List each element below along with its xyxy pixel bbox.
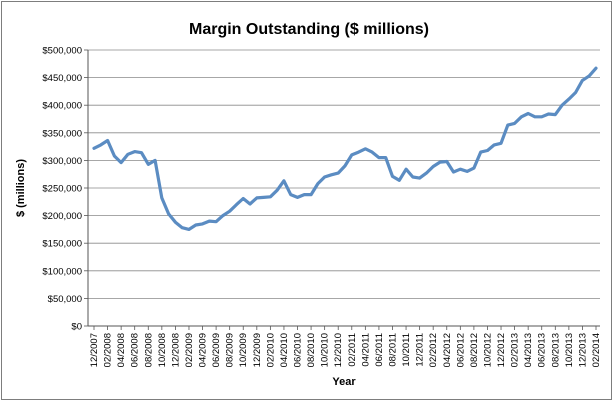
x-tick-label: 06/2009 <box>211 333 222 367</box>
x-tick-label: 10/2012 <box>482 333 493 367</box>
y-tick-label: $500,000 <box>42 46 82 57</box>
y-axis-label: $ (millions) <box>15 159 27 217</box>
x-tick-label: 12/2011 <box>415 333 426 367</box>
x-tick-label: 04/2009 <box>198 333 209 367</box>
y-tick-label: $350,000 <box>42 128 82 139</box>
x-tick-label: 04/2008 <box>116 333 127 367</box>
x-tick-label: 10/2009 <box>238 333 249 367</box>
y-tick-label: $200,000 <box>42 211 82 222</box>
x-tick-label: 12/2012 <box>496 333 507 367</box>
x-tick-label: 08/2011 <box>387 333 398 367</box>
x-tick-label: 12/2013 <box>577 333 588 367</box>
series-line <box>92 66 598 231</box>
y-axis-ticks: $0 $50,000 $100,000 $150,000 $200,000 $250,00… <box>42 46 88 333</box>
x-tick-label: 02/2010 <box>265 333 276 367</box>
x-tick-label: 02/2011 <box>347 333 358 367</box>
x-tick-label: 04/2012 <box>442 333 453 367</box>
x-tick-label: 02/2014 <box>591 333 602 367</box>
y-tick-label: $250,000 <box>42 184 82 195</box>
x-axis-ticks: 12/2007 02/2008 04/2008 06/2008 08/2008 10/20… <box>89 326 602 367</box>
x-tick-label: 06/2011 <box>374 333 385 367</box>
x-tick-label: 04/2011 <box>360 333 371 367</box>
y-tick-label: $0 <box>71 322 82 333</box>
gridlines <box>88 49 600 299</box>
x-tick-label: 04/2010 <box>279 333 290 367</box>
x-tick-label: 12/2008 <box>170 333 181 367</box>
y-tick-label: $300,000 <box>42 156 82 167</box>
x-tick-label: 10/2008 <box>157 333 168 367</box>
y-tick-label: $450,000 <box>42 73 82 84</box>
x-tick-label: 02/2013 <box>510 333 521 367</box>
x-tick-label: 08/2010 <box>306 333 317 367</box>
x-tick-label: 06/2008 <box>130 333 141 367</box>
x-tick-label: 10/2010 <box>320 333 331 367</box>
x-tick-label: 12/2010 <box>333 333 344 367</box>
x-tick-label: 12/2007 <box>89 333 100 367</box>
y-tick-label: $400,000 <box>42 101 82 112</box>
x-tick-label: 04/2013 <box>523 333 534 367</box>
x-axis-label: Year <box>332 376 356 388</box>
x-tick-label: 06/2012 <box>455 333 466 367</box>
x-tick-label: 02/2009 <box>184 333 195 367</box>
y-tick-label: $100,000 <box>42 266 82 277</box>
x-tick-label: 06/2013 <box>537 333 548 367</box>
chart-title: Margin Outstanding ($ millions) <box>189 21 429 38</box>
x-tick-label: 02/2012 <box>428 333 439 367</box>
x-tick-label: 08/2013 <box>550 333 561 367</box>
x-tick-label: 06/2010 <box>293 333 304 367</box>
y-tick-label: $50,000 <box>48 294 82 305</box>
x-tick-label: 08/2008 <box>143 333 154 367</box>
x-tick-label: 02/2008 <box>103 333 114 367</box>
x-tick-label: 12/2009 <box>252 333 263 367</box>
x-tick-label: 08/2012 <box>469 333 480 367</box>
x-tick-label: 10/2013 <box>564 333 575 367</box>
y-tick-label: $150,000 <box>42 239 82 250</box>
x-tick-label: 10/2011 <box>401 333 412 367</box>
x-tick-label: 08/2009 <box>225 333 236 367</box>
